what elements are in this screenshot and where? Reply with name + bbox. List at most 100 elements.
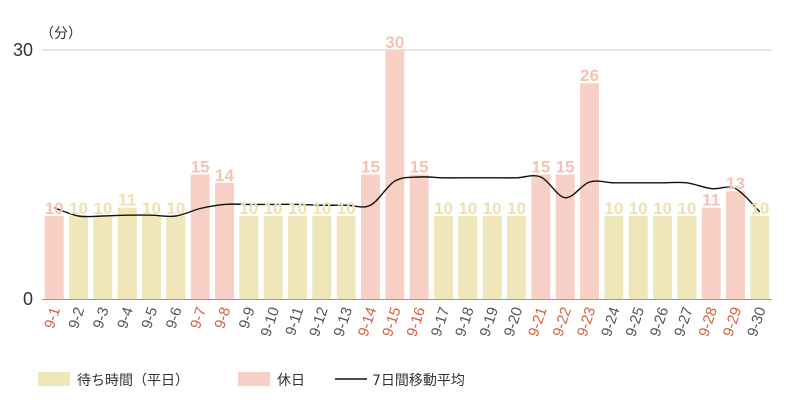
axis-layer: 030（分）9-1 9-2 9-3 9-4 9-5 9-6 9-7 9-8 9-99-10 9-1… [13,26,772,339]
x-tick-label-9-16: 9-16 [404,305,429,339]
y-tick-label: 30 [13,40,33,60]
bar-9-5 [142,216,161,299]
bar-9-7 [190,174,210,299]
data-label-9-7: 15 [191,158,210,177]
moving-average-line [53,175,761,218]
bar-9-11 [288,216,307,299]
bar-9-4 [117,207,137,299]
x-tick-label-9-1: 9-1 [41,305,64,331]
data-label-9-27: 10 [677,199,696,218]
bar-9-2 [69,216,88,299]
x-tick-label-9-7: 9-7 [187,305,210,331]
data-label-9-17: 10 [434,199,453,218]
bar-9-23 [580,83,599,299]
bar-9-8 [215,182,234,299]
x-tick-label-9-27: 9-27 [671,305,696,339]
bar-9-3 [93,216,113,299]
x-tick-label-9-28: 9-28 [696,305,721,339]
data-label-9-10: 10 [264,199,283,218]
data-label-9-8: 14 [215,166,234,185]
x-tick-label-9-26: 9-26 [647,305,672,339]
x-tick-label-9-19: 9-19 [477,305,502,339]
moving-average-layer [53,175,761,218]
bar-9-15 [385,50,405,299]
x-tick-label-9-4: 9-4 [114,305,137,331]
x-tick-label-9-17: 9-17 [428,305,453,339]
data-label-9-16: 15 [410,158,429,177]
bar-9-6 [166,216,186,299]
data-label-9-25: 10 [629,199,648,218]
bar-9-14 [361,174,380,299]
legend-label-weekday: 待ち時間（平日） [77,373,189,389]
legend-label-ma: 7日間移動平均 [372,373,465,389]
x-tick-label-9-3: 9-3 [90,305,113,331]
bar-9-21 [531,174,551,299]
bar-9-13 [336,216,356,299]
x-tick-label-9-11: 9-11 [282,305,307,338]
legend-swatch-weekday [38,372,70,386]
legend-layer: 待ち時間（平日） 休日 7日間移動平均 [38,372,465,389]
bar-9-1 [44,216,64,299]
data-label-9-13: 10 [337,199,356,218]
data-label-9-14: 15 [361,158,380,177]
x-tick-label-9-8: 9-8 [211,305,234,331]
x-tick-label-9-10: 9-10 [258,305,283,339]
data-label-9-9: 10 [239,199,258,218]
data-label-9-4: 11 [118,191,136,210]
data-label-9-15: 30 [385,33,404,52]
x-tick-label-9-14: 9-14 [355,305,380,339]
x-tick-label-9-24: 9-24 [598,305,623,339]
data-label-9-6: 10 [166,199,185,218]
x-tick-label-9-29: 9-29 [720,305,745,339]
bar-9-17 [434,216,453,299]
bar-9-20 [507,216,526,299]
bar-9-18 [458,216,478,299]
data-label-9-30: 10 [750,199,769,218]
x-tick-label-9-2: 9-2 [65,305,88,331]
data-label-9-28: 11 [702,191,720,210]
x-tick-label-9-15: 9-15 [379,305,404,339]
bar-9-26 [653,216,672,299]
x-tick-label-9-23: 9-23 [574,305,599,339]
x-tick-label-9-21: 9-21 [525,305,550,339]
bar-9-16 [409,174,429,299]
y-tick-label: 0 [23,289,33,309]
x-tick-label-9-5: 9-5 [138,305,161,331]
data-label-layer: 10 10 10 11 10 10 15 14 10 10 10 10 10 15 30 15 10 10 10 10… [45,33,770,218]
bar-9-12 [312,216,332,299]
data-label-9-22: 15 [556,158,575,177]
bar-layer [44,50,770,299]
data-label-9-1: 10 [45,199,64,218]
data-label-9-5: 10 [142,199,161,218]
bar-9-28 [701,207,721,299]
x-tick-label-9-18: 9-18 [452,305,477,339]
data-label-9-18: 10 [458,199,477,218]
data-label-9-19: 10 [483,199,502,218]
x-tick-label-9-9: 9-9 [236,305,259,331]
y-unit-label: （分） [40,26,82,42]
bar-9-25 [628,216,648,299]
x-tick-label-9-25: 9-25 [623,305,648,339]
data-label-9-29: 13 [726,174,745,193]
bar-9-19 [482,216,502,299]
bar-9-9 [239,216,259,299]
data-label-9-21: 15 [531,158,550,177]
x-tick-label-9-30: 9-30 [744,305,769,339]
data-label-9-26: 10 [653,199,672,218]
data-label-9-24: 10 [604,199,623,218]
data-label-9-20: 10 [507,199,526,218]
data-label-9-23: 26 [580,66,599,85]
data-label-9-2: 10 [69,199,88,218]
data-label-9-12: 10 [312,199,331,218]
x-tick-label-9-12: 9-12 [306,305,331,339]
x-tick-label-9-13: 9-13 [331,305,356,339]
data-label-9-3: 10 [93,199,112,218]
x-tick-label-9-6: 9-6 [163,305,186,331]
bar-9-30 [750,216,770,299]
x-tick-label-9-20: 9-20 [501,305,526,339]
bar-9-27 [677,216,697,299]
bar-9-24 [604,216,624,299]
x-tick-label-9-22: 9-22 [550,305,575,339]
